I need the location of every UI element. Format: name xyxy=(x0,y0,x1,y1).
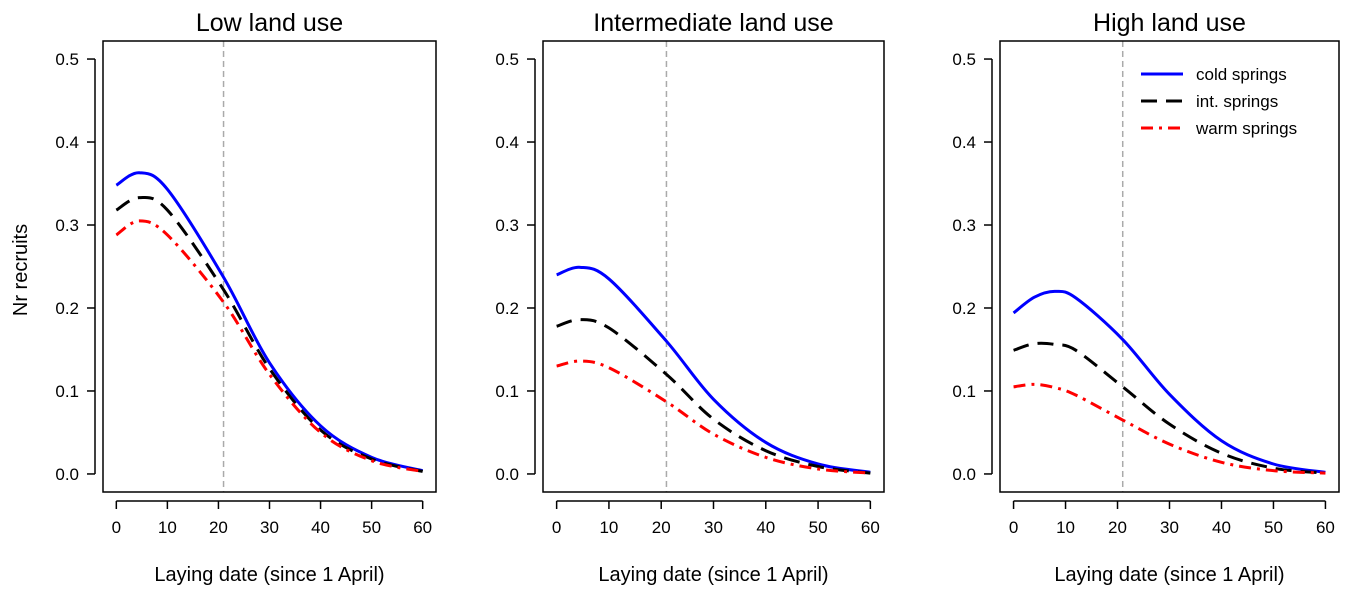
series-line-cold-springs xyxy=(115,171,424,473)
x-axis-label: Laying date (since 1 April) xyxy=(1054,564,1284,586)
y-tick-label: 0.2 xyxy=(952,299,976,318)
series-line-int-springs xyxy=(115,195,424,473)
series-line-cold-springs xyxy=(1012,289,1326,474)
y-tick-label: 0.5 xyxy=(495,50,519,69)
y-tick-label: 0.0 xyxy=(55,465,79,484)
x-tick-label: 60 xyxy=(413,518,432,537)
series-line-int-springs xyxy=(1013,341,1326,475)
x-tick-label: 20 xyxy=(209,518,228,537)
plot-frame xyxy=(542,40,885,493)
x-tick-label: 50 xyxy=(362,518,381,537)
legend: cold springs int. springs warm springs xyxy=(1141,65,1297,138)
y-tick-label: 0.3 xyxy=(952,216,976,235)
y-tick-label: 0.0 xyxy=(495,465,519,484)
series-line-warm-springs xyxy=(556,359,871,475)
x-tick-label: 0 xyxy=(112,518,121,537)
series-line-warm-springs xyxy=(1013,382,1326,475)
y-tick-label: 0.5 xyxy=(952,50,976,69)
series-line-int-springs xyxy=(556,318,871,475)
y-tick-label: 0.5 xyxy=(55,50,79,69)
series-line-cold-springs xyxy=(556,265,871,474)
x-tick-label: 40 xyxy=(1212,518,1231,537)
y-tick-label: 0.4 xyxy=(952,133,976,152)
y-tick-label: 0.0 xyxy=(952,465,976,484)
legend-label: cold springs xyxy=(1196,65,1287,84)
x-tick-label: 30 xyxy=(260,518,279,537)
legend-label: warm springs xyxy=(1195,119,1297,138)
x-tick-label: 10 xyxy=(599,518,618,537)
y-tick-label: 0.2 xyxy=(495,299,519,318)
y-tick-label: 0.4 xyxy=(55,133,79,152)
y-tick-label: 0.1 xyxy=(495,382,519,401)
x-axis-label: Laying date (since 1 April) xyxy=(154,564,384,586)
series-line-warm-springs xyxy=(115,219,423,473)
y-tick-label: 0.4 xyxy=(495,133,519,152)
y-tick-label: 0.2 xyxy=(55,299,79,318)
y-tick-label: 0.3 xyxy=(495,216,519,235)
x-tick-label: 10 xyxy=(158,518,177,537)
x-tick-label: 30 xyxy=(704,518,723,537)
x-tick-label: 30 xyxy=(1160,518,1179,537)
panel-2: Intermediate land use 0 10 20 30 40 50 60 Laying… xyxy=(495,9,885,586)
y-tick-label: 0.1 xyxy=(55,382,79,401)
x-axis-label: Laying date (since 1 April) xyxy=(598,564,828,586)
x-tick-label: 50 xyxy=(1264,518,1283,537)
plot-frame xyxy=(999,40,1340,493)
y-tick-label: 0.1 xyxy=(952,382,976,401)
x-tick-label: 0 xyxy=(552,518,561,537)
panel-1: Low land use 0 10 20 30 40 50 60 Laying date (si… xyxy=(55,9,437,586)
legend-label: int. springs xyxy=(1196,92,1278,111)
x-tick-label: 20 xyxy=(652,518,671,537)
x-tick-label: 20 xyxy=(1108,518,1127,537)
panel-title: Low land use xyxy=(196,9,343,37)
x-tick-label: 0 xyxy=(1009,518,1018,537)
x-tick-label: 10 xyxy=(1056,518,1075,537)
x-tick-label: 40 xyxy=(311,518,330,537)
y-tick-label: 0.3 xyxy=(55,216,79,235)
y-axis-label: Nr recruits xyxy=(10,224,32,316)
x-tick-label: 40 xyxy=(756,518,775,537)
x-tick-label: 60 xyxy=(1316,518,1335,537)
panel-3: High land use 0 10 20 30 40 50 60 Laying date (s… xyxy=(952,9,1340,586)
panel-title: Intermediate land use xyxy=(593,9,833,37)
x-tick-label: 50 xyxy=(809,518,828,537)
plot-frame xyxy=(102,40,437,493)
x-tick-label: 60 xyxy=(861,518,880,537)
panel-title: High land use xyxy=(1093,9,1246,37)
